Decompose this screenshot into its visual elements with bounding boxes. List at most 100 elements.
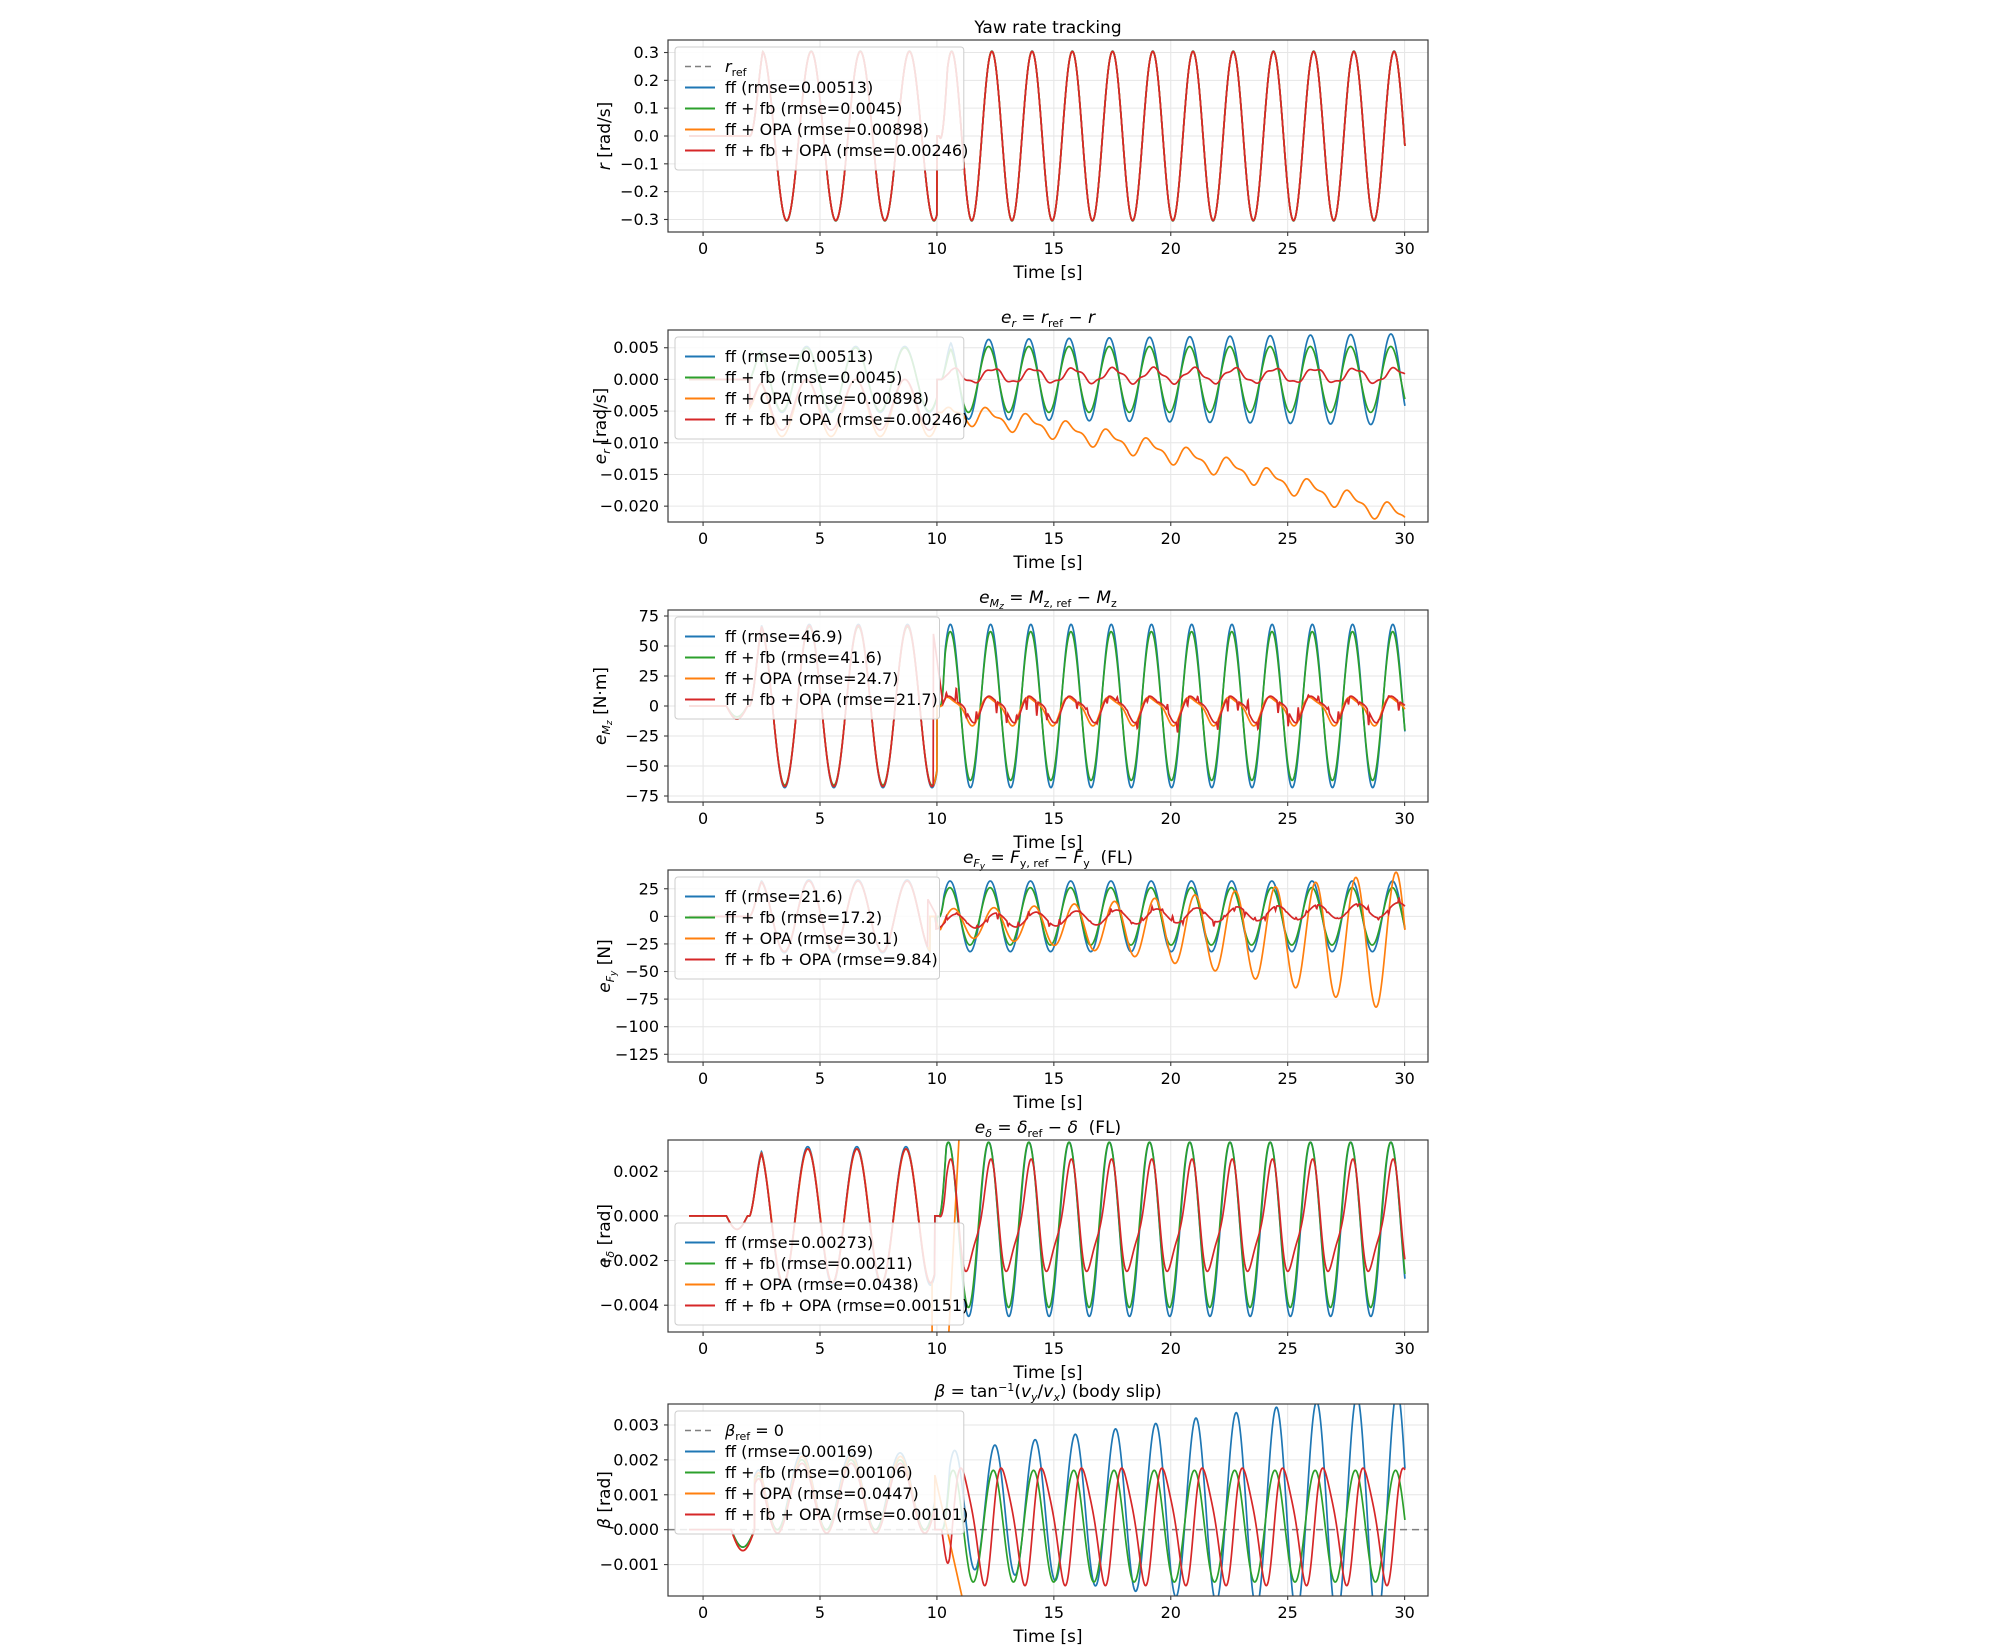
svg-text:−0.005: −0.005: [600, 402, 659, 421]
legend-item: ff + fb + OPA (rmse=9.84): [685, 950, 938, 969]
legend-item: ff + OPA (rmse=0.0438): [685, 1275, 919, 1294]
svg-text:eδ [rad]: eδ [rad]: [595, 1204, 617, 1268]
svg-text:20: 20: [1161, 1603, 1181, 1622]
legend-item: ff + fb (rmse=0.00106): [685, 1463, 913, 1482]
svg-text:−0.3: −0.3: [620, 210, 659, 229]
svg-text:−0.010: −0.010: [600, 433, 659, 452]
legend-item: ff (rmse=0.00169): [685, 1442, 873, 1461]
axes-frame: [667, 869, 1429, 1063]
y-axis-label: eFy [N]: [595, 939, 619, 993]
legend-item: ff (rmse=0.00273): [685, 1233, 873, 1252]
legend-box: [674, 616, 940, 720]
svg-text:−0.2: −0.2: [620, 182, 659, 201]
subplot-title: β = tan−1(vy/vx) (body slip): [933, 1381, 1161, 1404]
svg-text:−125: −125: [615, 1045, 659, 1064]
svg-text:−0.002: −0.002: [600, 1251, 659, 1270]
legend-label: ff + fb + OPA (rmse=21.7): [725, 690, 938, 709]
svg-text:eMz [N·m]: eMz [N·m]: [591, 667, 615, 745]
legend-item: ff + fb + OPA (rmse=0.00246): [685, 141, 968, 160]
svg-text:25: 25: [1278, 1069, 1298, 1088]
svg-text:0.005: 0.005: [613, 338, 659, 357]
legend-item: ff + OPA (rmse=0.00898): [685, 389, 929, 408]
svg-text:15: 15: [1044, 529, 1064, 548]
svg-text:5: 5: [815, 1069, 825, 1088]
legend: ff (rmse=0.00273) ff + fb (rmse=0.00211) f…: [674, 1222, 968, 1326]
svg-text:15: 15: [1044, 1339, 1064, 1358]
legend-item: ff + OPA (rmse=0.0447): [685, 1484, 919, 1503]
svg-text:β = tan−1(vy/vx) (body slip): β = tan−1(vy/vx) (body slip): [933, 1381, 1161, 1404]
svg-text:10: 10: [927, 529, 947, 548]
svg-text:er [rad/s]: er [rad/s]: [591, 388, 613, 464]
legend-box: [674, 1410, 965, 1535]
svg-text:0.003: 0.003: [613, 1415, 659, 1434]
legend-label: ff (rmse=0.00513): [725, 78, 873, 97]
legend-box: [674, 1222, 965, 1326]
svg-text:−75: −75: [625, 787, 659, 806]
axis-ticks: 0 5 10 15 20 25 30 0.005 0.000 −0.005 −0.010 −0.015…: [600, 338, 1415, 548]
svg-text:30: 30: [1394, 529, 1414, 548]
svg-text:5: 5: [815, 1603, 825, 1622]
subplot-yaw-rate-tracking: Yaw rate tracking 0 5 10 15 20 25 30 0.3 0.2 0.1 0.…: [0, 18, 2008, 288]
svg-text:0.2: 0.2: [634, 71, 659, 90]
svg-text:25: 25: [1278, 1339, 1298, 1358]
svg-text:20: 20: [1161, 1069, 1181, 1088]
svg-text:0: 0: [698, 529, 708, 548]
legend: ff (rmse=0.00513) ff + fb (rmse=0.0045) ff…: [674, 336, 968, 440]
svg-text:−0.1: −0.1: [620, 154, 659, 173]
legend-label: ff + fb (rmse=41.6): [725, 648, 882, 667]
x-axis-label: Time [s]: [1012, 833, 1082, 853]
svg-text:−25: −25: [625, 934, 659, 953]
legend-label: ff + OPA (rmse=24.7): [725, 669, 898, 688]
svg-text:0.0: 0.0: [634, 127, 659, 146]
axis-ticks: 0 5 10 15 20 25 30 0.3 0.2 0.1 0.0 −0.1 −0.2 −0.3: [620, 43, 1415, 258]
subplot-lateral-force-error-fl: eFy = Fy, ref − Fy (FL) 0 5 10 15 20 25 30 25 0 −2…: [0, 848, 2008, 1118]
svg-text:−25: −25: [625, 727, 659, 746]
svg-text:er = rref − r: er = rref − r: [1001, 308, 1096, 330]
svg-text:0: 0: [698, 809, 708, 828]
svg-text:25: 25: [1278, 809, 1298, 828]
svg-text:15: 15: [1044, 809, 1064, 828]
legend: βref = 0ff (rmse=0.00169) ff + fb (rmse=0…: [674, 1410, 968, 1535]
svg-text:0: 0: [698, 1069, 708, 1088]
svg-text:30: 30: [1394, 1603, 1414, 1622]
x-axis-label: Time [s]: [1012, 263, 1082, 283]
svg-text:20: 20: [1161, 809, 1181, 828]
svg-text:30: 30: [1394, 1339, 1414, 1358]
svg-text:15: 15: [1044, 1069, 1064, 1088]
svg-text:0: 0: [649, 907, 659, 926]
svg-text:0: 0: [649, 697, 659, 716]
svg-text:−50: −50: [625, 962, 659, 981]
subplot-body-slip: β = tan−1(vy/vx) (body slip) 0 5 10 15 20 25 30…: [0, 1381, 2008, 1652]
legend-item: ff + fb (rmse=0.00211): [685, 1254, 913, 1273]
svg-text:0.000: 0.000: [613, 1206, 659, 1225]
svg-text:−100: −100: [615, 1017, 659, 1036]
legend-label: ff (rmse=21.6): [725, 887, 843, 906]
svg-text:75: 75: [639, 607, 659, 626]
legend-item: ff + fb (rmse=41.6): [685, 648, 882, 667]
svg-text:10: 10: [927, 1603, 947, 1622]
legend-item: ff + fb + OPA (rmse=0.00246): [685, 410, 968, 429]
legend-label: ff + fb (rmse=17.2): [725, 908, 882, 927]
legend-box: [674, 46, 965, 171]
svg-text:0.000: 0.000: [613, 370, 659, 389]
svg-text:25: 25: [639, 879, 659, 898]
y-axis-label: eδ [rad]: [595, 1204, 617, 1268]
svg-text:5: 5: [815, 239, 825, 258]
svg-text:25: 25: [1278, 1603, 1298, 1622]
svg-text:10: 10: [927, 239, 947, 258]
legend-item: ff (rmse=0.00513): [685, 78, 873, 97]
svg-text:20: 20: [1161, 529, 1181, 548]
axes-frame: [667, 1139, 1429, 1333]
axes-frame: [667, 1403, 1429, 1597]
svg-text:0: 0: [698, 1603, 708, 1622]
svg-text:−0.004: −0.004: [600, 1296, 659, 1315]
svg-text:−75: −75: [625, 990, 659, 1009]
svg-text:eFy [N]: eFy [N]: [595, 939, 619, 993]
svg-text:25: 25: [639, 667, 659, 686]
svg-text:−0.015: −0.015: [600, 465, 659, 484]
legend-item: ff + fb + OPA (rmse=0.00151): [685, 1296, 968, 1315]
svg-text:Yaw rate tracking: Yaw rate tracking: [973, 18, 1121, 38]
svg-text:0: 0: [698, 1339, 708, 1358]
svg-text:25: 25: [1278, 239, 1298, 258]
legend-label: ff + fb + OPA (rmse=0.00101): [725, 1505, 968, 1524]
